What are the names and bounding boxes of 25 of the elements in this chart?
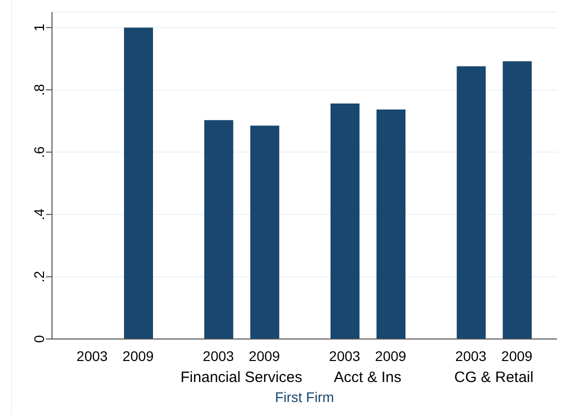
bar [124,28,153,339]
x-tick-label: Acct & Ins [334,369,402,386]
y-tick-label: .8 [31,84,47,96]
x-tick-label: Financial Services [180,369,302,386]
y-tick-label: .2 [31,270,47,283]
bar [250,126,280,339]
y-tick-label: .4 [31,208,47,220]
text: 2009 [122,348,154,364]
bar [376,109,406,339]
y-tick-label: 0 [31,334,47,343]
text: 2009 [375,348,406,364]
text: 2003 [76,348,108,364]
text: 2003 [202,348,234,364]
bar [502,61,532,339]
series-label: 2009 [248,348,280,364]
bar [456,66,486,339]
x-tick-label: CG & Retail [454,369,534,386]
series-label: 2003 [329,348,360,364]
y-tick-label: 1 [31,23,47,32]
text: 2009 [501,348,532,364]
text: 2003 [455,348,486,364]
y-tick-label: .6 [31,146,47,158]
bar [330,104,360,339]
x-axis-title: First Firm [274,389,334,405]
bar [204,120,234,339]
